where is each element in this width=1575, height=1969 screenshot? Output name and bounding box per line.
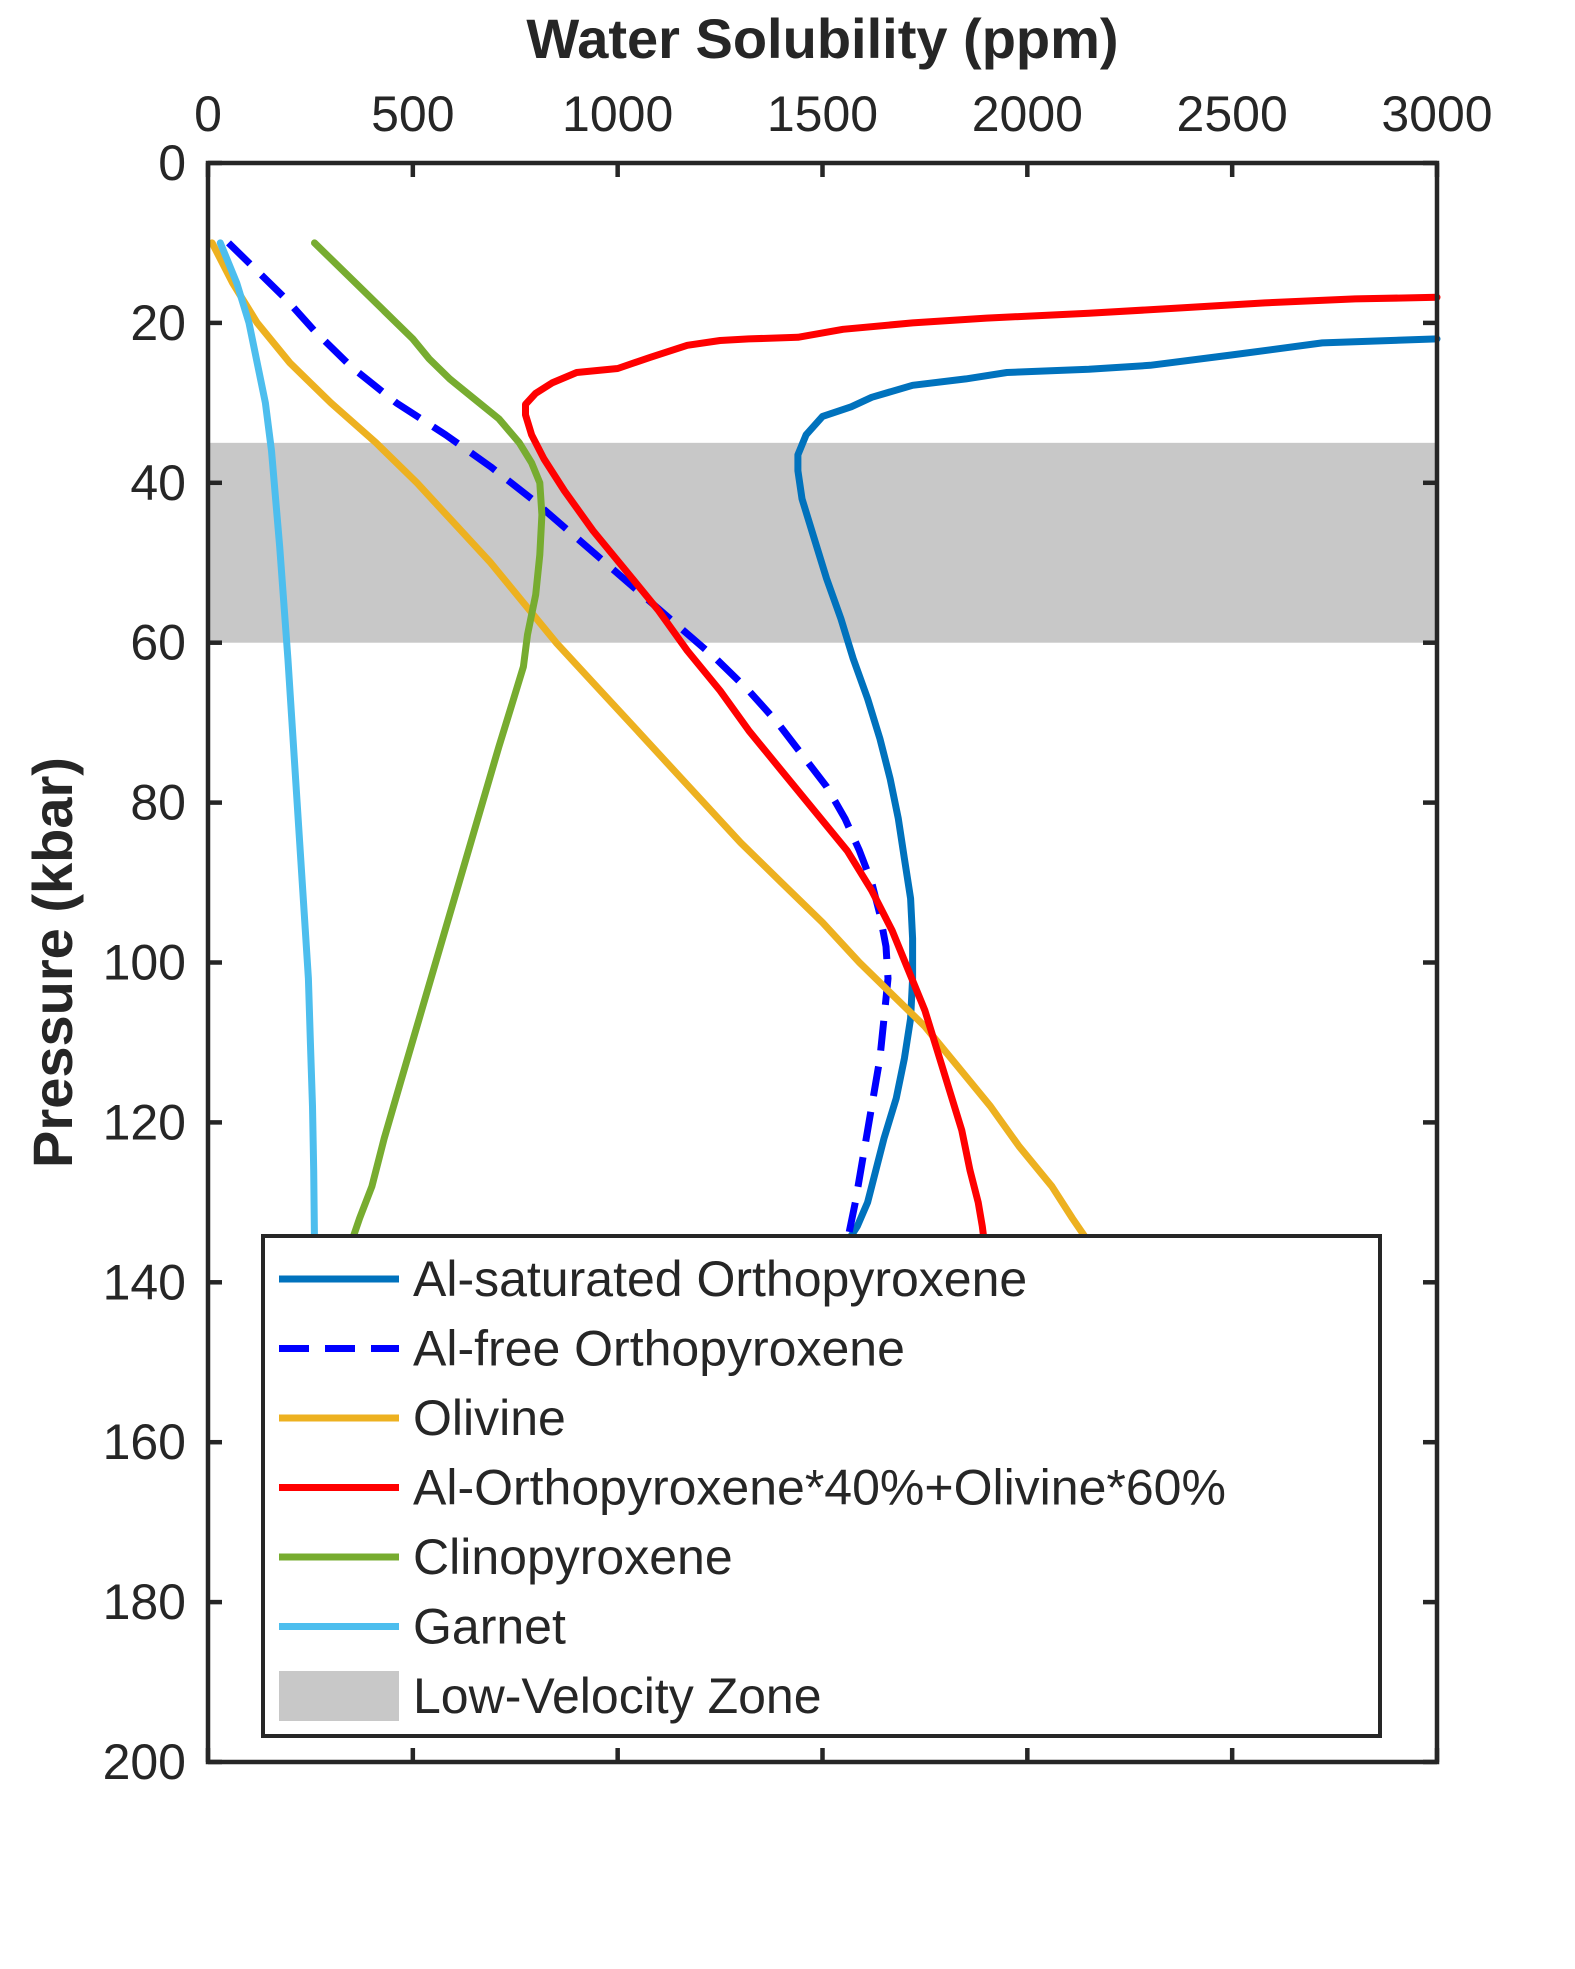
y-tick-label: 20 [130,295,186,351]
y-tick-label: 180 [103,1574,186,1630]
x-tick-label: 2500 [1177,86,1288,142]
legend-label-3: Al-Orthopyroxene*40%+Olivine*60% [413,1460,1226,1516]
y-tick-label: 40 [130,455,186,511]
y-tick-label: 60 [130,615,186,671]
y-tick-label: 80 [130,775,186,831]
series-line-5 [216,239,318,1246]
series-line-0 [794,335,1441,1246]
x-axis-title: Water Solubility (ppm) [526,7,1118,70]
legend-label-1: Al-free Orthopyroxene [413,1321,905,1377]
x-axis: 0 500 1000 1500 2000 2500 3000 [194,86,1493,1762]
y-tick-label: 140 [103,1254,186,1310]
y-tick-label: 0 [158,135,186,191]
x-tick-label: 1000 [562,86,673,142]
low-velocity-zone-band [208,442,1437,643]
x-tick-label: 3000 [1381,86,1492,142]
y-tick-label: 200 [103,1734,186,1790]
legend-label-5: Garnet [413,1599,566,1655]
y-axis-title: Pressure (kbar) [21,757,84,1168]
series-layer [208,239,1441,1246]
legend: Al-saturated Orthopyroxene Al-free Orthop… [261,1234,1382,1738]
legend-label-2: Olivine [413,1390,566,1446]
series-line-4 [311,239,546,1246]
y-tick-label: 120 [103,1094,186,1150]
y-axis: 0 20 40 60 80 100 120 140 160 180 200 [103,135,1437,1790]
series-line-1 [226,240,892,1244]
legend-box [261,1234,1382,1738]
legend-label-4: Clinopyroxene [413,1529,733,1585]
series-line-3 [522,293,1441,1246]
legend-swatch-band [279,1671,399,1721]
x-tick-label: 1500 [767,86,878,142]
legend-label-6: Low-Velocity Zone [413,1668,822,1724]
y-tick-label: 160 [103,1414,186,1470]
legend-label-0: Al-saturated Orthopyroxene [413,1251,1027,1307]
x-tick-label: 500 [371,86,454,142]
series-line-2 [208,239,1093,1246]
x-tick-label: 0 [194,86,222,142]
x-tick-label: 2000 [972,86,1083,142]
y-tick-label: 100 [103,935,186,991]
